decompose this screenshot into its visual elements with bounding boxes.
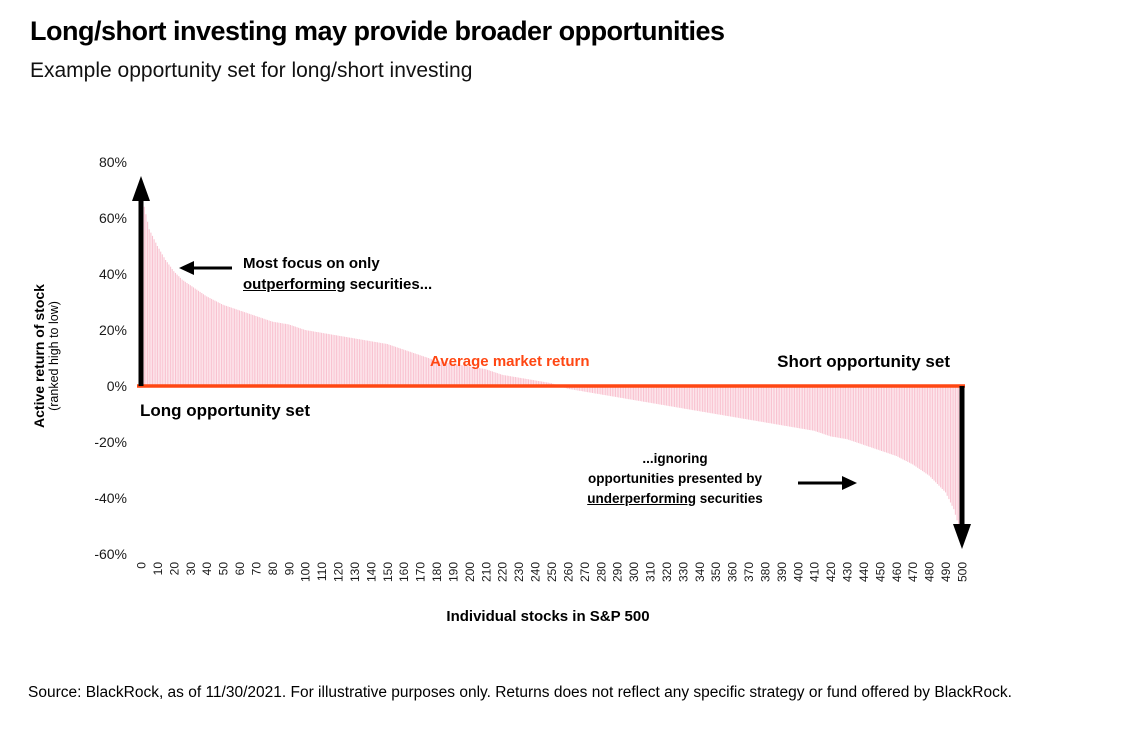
svg-text:470: 470 (906, 562, 920, 582)
y-axis-title: Active return of stock (ranked high to l… (31, 284, 61, 428)
svg-text:340: 340 (693, 562, 707, 582)
source-text: Source: BlackRock, as of 11/30/2021. For… (28, 684, 1012, 701)
svg-text:80%: 80% (99, 154, 127, 170)
svg-text:260: 260 (561, 562, 575, 582)
svg-text:190: 190 (447, 562, 461, 582)
svg-text:110: 110 (315, 562, 329, 581)
svg-text:250: 250 (545, 562, 559, 582)
svg-text:60%: 60% (99, 210, 127, 226)
svg-text:240: 240 (529, 562, 543, 582)
svg-text:460: 460 (890, 562, 904, 582)
annotation-ignoring: ...ignoring opportunities presented by u… (545, 449, 805, 509)
svg-text:210: 210 (479, 562, 493, 582)
annotation-long-opportunity-set: Long opportunity set (140, 401, 310, 420)
svg-text:-40%: -40% (94, 490, 127, 506)
svg-text:40%: 40% (99, 266, 127, 282)
svg-text:270: 270 (578, 562, 592, 582)
svg-text:500: 500 (956, 562, 970, 582)
annotation-most-focus-line1: Most focus on only (243, 255, 380, 272)
svg-text:150: 150 (381, 562, 395, 582)
annotation-average-market-return: Average market return (430, 353, 590, 370)
svg-text:170: 170 (414, 562, 428, 582)
svg-text:350: 350 (709, 562, 723, 582)
svg-text:100: 100 (299, 562, 313, 582)
svg-text:420: 420 (824, 562, 838, 582)
svg-text:50: 50 (217, 562, 231, 576)
svg-text:300: 300 (627, 562, 641, 582)
annotation-most-focus: Most focus on only outperforming securit… (243, 253, 432, 295)
y-axis-title-main: Active return of stock (31, 284, 47, 428)
svg-text:80: 80 (266, 562, 280, 576)
svg-text:0: 0 (135, 562, 149, 569)
svg-text:120: 120 (332, 562, 346, 582)
x-axis-title: Individual stocks in S&P 500 (446, 608, 650, 625)
annotation-ignoring-underlined: underperforming (587, 491, 696, 506)
svg-text:330: 330 (676, 562, 690, 582)
svg-text:390: 390 (775, 562, 789, 582)
svg-text:310: 310 (644, 562, 658, 582)
svg-text:20: 20 (167, 562, 181, 576)
svg-text:380: 380 (759, 562, 773, 582)
svg-text:30: 30 (184, 562, 198, 576)
annotation-ignoring-suffix: securities (695, 491, 763, 506)
svg-text:-20%: -20% (94, 434, 127, 450)
svg-text:290: 290 (611, 562, 625, 582)
svg-text:60: 60 (233, 562, 247, 576)
svg-text:410: 410 (808, 562, 822, 582)
annotation-ignoring-line2: opportunities presented by (587, 471, 763, 486)
svg-text:440: 440 (857, 562, 871, 582)
svg-text:220: 220 (496, 562, 510, 582)
svg-text:490: 490 (939, 562, 953, 582)
svg-text:200: 200 (463, 562, 477, 582)
svg-text:280: 280 (594, 562, 608, 582)
svg-text:70: 70 (249, 562, 263, 576)
svg-text:130: 130 (348, 562, 362, 582)
svg-text:0%: 0% (107, 378, 127, 394)
page-title: Long/short investing may provide broader… (30, 16, 725, 46)
annotation-most-focus-suffix: securities... (345, 276, 433, 293)
svg-text:140: 140 (364, 562, 378, 582)
page-subtitle: Example opportunity set for long/short i… (30, 59, 473, 82)
annotation-most-focus-underlined: outperforming (243, 276, 346, 293)
svg-text:480: 480 (923, 562, 937, 582)
y-axis-title-sub: (ranked high to low) (47, 301, 61, 411)
annotation-short-opportunity-set: Short opportunity set (777, 352, 950, 371)
svg-text:450: 450 (873, 562, 887, 582)
svg-text:180: 180 (430, 562, 444, 582)
svg-text:370: 370 (742, 562, 756, 582)
svg-text:-60%: -60% (94, 546, 127, 562)
annotation-ignoring-line1: ...ignoring (642, 451, 708, 466)
svg-text:90: 90 (282, 562, 296, 576)
svg-text:430: 430 (841, 562, 855, 582)
svg-text:160: 160 (397, 562, 411, 582)
svg-text:40: 40 (200, 562, 214, 576)
svg-text:400: 400 (791, 562, 805, 582)
svg-text:10: 10 (151, 562, 165, 576)
svg-text:360: 360 (726, 562, 740, 582)
svg-text:20%: 20% (99, 322, 127, 338)
svg-text:320: 320 (660, 562, 674, 582)
svg-text:230: 230 (512, 562, 526, 582)
